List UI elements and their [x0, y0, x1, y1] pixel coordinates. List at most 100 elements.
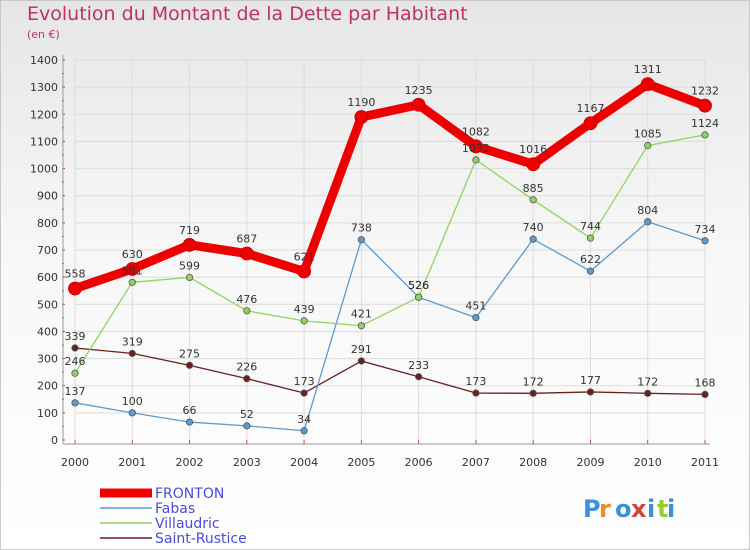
y-tick-label: 300	[37, 353, 58, 366]
data-label-fronton: 558	[65, 268, 86, 281]
point-fronton	[640, 77, 655, 92]
x-tick-label: 2008	[519, 456, 547, 469]
data-label-fronton: 687	[236, 233, 257, 246]
data-label-saint-rustice: 172	[523, 375, 544, 388]
y-tick-label: 1300	[30, 81, 58, 94]
data-label-fabas: 740	[523, 221, 544, 234]
y-tick-label: 400	[37, 325, 58, 338]
point-villaudric	[701, 131, 709, 139]
point-saint-rustice	[472, 389, 480, 397]
y-tick-label: 100	[37, 407, 58, 420]
y-tick-label: 800	[37, 217, 58, 230]
data-label-fabas: 734	[695, 223, 716, 236]
point-villaudric	[415, 293, 423, 301]
y-tick-label: 1000	[30, 163, 58, 176]
point-fronton	[182, 237, 197, 252]
data-label-saint-rustice: 173	[465, 375, 486, 388]
data-label-villaudric: 599	[179, 259, 200, 272]
data-label-villaudric: 1124	[691, 117, 719, 130]
logo-letter: r	[599, 495, 611, 523]
x-tick-label: 2004	[290, 456, 318, 469]
y-axis-ticks: 0 100 200 300 400 500 600 700 800 900 1000 1100 1200…	[30, 54, 58, 447]
point-saint-rustice	[243, 375, 251, 383]
point-saint-rustice	[586, 388, 595, 396]
point-fronton	[411, 97, 426, 112]
point-saint-rustice	[128, 349, 136, 358]
point-fabas	[472, 313, 480, 322]
point-fabas	[586, 267, 595, 275]
point-fronton	[297, 264, 311, 279]
data-label-villaudric: 246	[65, 355, 86, 368]
point-villaudric	[71, 369, 79, 377]
data-label-fabas: 34	[297, 413, 311, 426]
x-tick-label: 2001	[118, 456, 146, 469]
y-tick-label: 1200	[30, 108, 58, 121]
data-label-fronton: 1190	[347, 96, 375, 109]
x-tick-label: 2003	[233, 456, 261, 469]
point-fronton	[469, 139, 483, 154]
point-fronton	[239, 246, 254, 261]
series-line-fabas	[74, 221, 706, 432]
proxiti-logo: Pr o x i ti	[583, 495, 675, 523]
data-label-fabas: 804	[637, 204, 658, 217]
point-fronton	[526, 157, 541, 172]
point-villaudric	[529, 196, 537, 204]
data-label-villaudric: 526	[408, 279, 429, 292]
series-group	[68, 77, 712, 435]
point-villaudric	[586, 234, 595, 242]
point-fabas	[300, 427, 308, 435]
point-villaudric	[644, 141, 652, 150]
point-fronton	[354, 110, 369, 124]
data-label-saint-rustice: 319	[122, 335, 143, 348]
data-label-fabas: 137	[65, 385, 86, 398]
chart-title: Evolution du Montant de la Dette par Hab…	[27, 3, 468, 25]
x-tick-label: 2000	[61, 456, 89, 469]
data-label-fronton: 630	[122, 248, 143, 261]
legend-label-fabas: Fabas	[155, 501, 195, 517]
x-tick-label: 2007	[462, 456, 490, 469]
logo-letter: o	[615, 495, 632, 523]
point-fabas	[185, 418, 194, 426]
x-tick-label: 2006	[405, 456, 433, 469]
point-fronton	[68, 281, 82, 296]
x-tick-label: 2005	[347, 456, 375, 469]
y-tick-label: 700	[37, 244, 58, 257]
axes	[62, 55, 710, 445]
series-line-saint-rustice	[74, 347, 706, 396]
series-line-fronton	[70, 79, 710, 294]
data-label-villaudric: 744	[580, 220, 601, 233]
data-label-fronton: 1232	[691, 85, 719, 98]
point-saint-rustice	[185, 361, 194, 369]
chart-subtitle: (en €)	[27, 28, 60, 41]
y-tick-label: 0	[51, 434, 58, 447]
y-tick-label: 500	[37, 298, 58, 311]
y-tick-label: 600	[37, 271, 58, 284]
legend-label-fronton: FRONTON	[155, 486, 224, 502]
point-villaudric	[128, 278, 136, 286]
data-label-fabas: 66	[183, 404, 197, 417]
data-label-villaudric: 581	[122, 264, 143, 277]
x-axis-ticks: 2000 2001 2002 2003 2004 2005 2006 2007 2008 2009…	[61, 456, 719, 469]
point-saint-rustice	[701, 390, 709, 398]
data-label-saint-rustice: 226	[236, 361, 257, 374]
data-label-fabas: 526	[408, 279, 429, 292]
point-villaudric	[185, 273, 194, 282]
point-saint-rustice	[644, 389, 652, 397]
data-label-saint-rustice: 173	[294, 375, 315, 388]
y-tick-label: 200	[37, 380, 58, 393]
point-fabas	[529, 235, 537, 243]
data-label-fabas: 738	[351, 222, 372, 235]
data-label-fronton: 1235	[405, 84, 433, 97]
point-villaudric	[472, 156, 480, 164]
point-fabas	[128, 409, 136, 417]
x-tick-label: 2009	[576, 456, 604, 469]
data-labels: 339 319 275 226 173 291 233 173 172 177 172 168 137 1…	[65, 63, 720, 426]
data-label-fabas: 52	[240, 408, 254, 421]
data-label-saint-rustice: 172	[637, 375, 658, 388]
data-label-fronton: 1016	[519, 143, 547, 156]
logo-letter: P	[583, 495, 601, 523]
data-label-fronton: 1311	[634, 63, 662, 76]
data-label-saint-rustice: 177	[580, 374, 601, 387]
logo-letter: i	[667, 495, 675, 523]
